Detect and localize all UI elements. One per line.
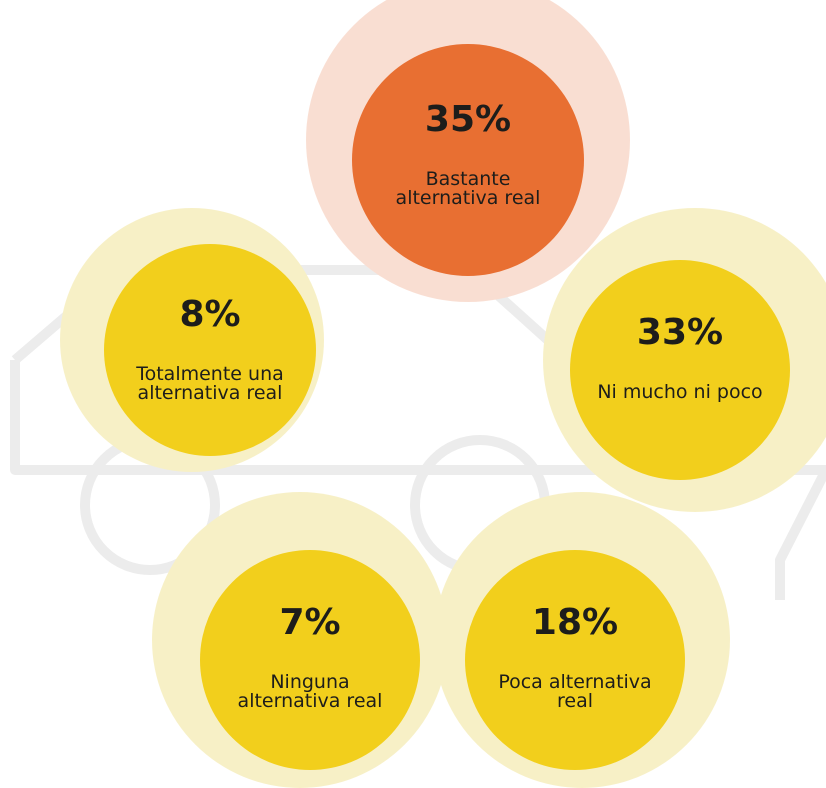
bubble: 33% Ni mucho ni poco xyxy=(570,260,790,480)
bubble-value: 7% xyxy=(279,605,340,641)
bubble: 35% Bastante alternativa real xyxy=(352,44,584,276)
bubble-label: Totalmente una alternativa real xyxy=(110,365,310,403)
bubble-label: Poca alternativa real xyxy=(490,673,660,711)
bubble-label: Ni mucho ni poco xyxy=(575,383,785,402)
bubble-label: Ninguna alternativa real xyxy=(220,673,400,711)
bubble-value: 18% xyxy=(532,605,618,641)
page: 35% Bastante alternativa real 8% Totalmente… xyxy=(0,0,826,773)
bubble-label: Bastante alternativa real xyxy=(378,170,558,208)
bubble-value: 33% xyxy=(637,315,723,351)
bubble: 18% Poca alternativa real xyxy=(465,550,685,770)
bubble-value: 35% xyxy=(425,102,511,138)
bubble: 8% Totalmente una alternativa real xyxy=(104,244,316,456)
bubble-value: 8% xyxy=(179,297,240,333)
bubble: 7% Ninguna alternativa real xyxy=(200,550,420,770)
